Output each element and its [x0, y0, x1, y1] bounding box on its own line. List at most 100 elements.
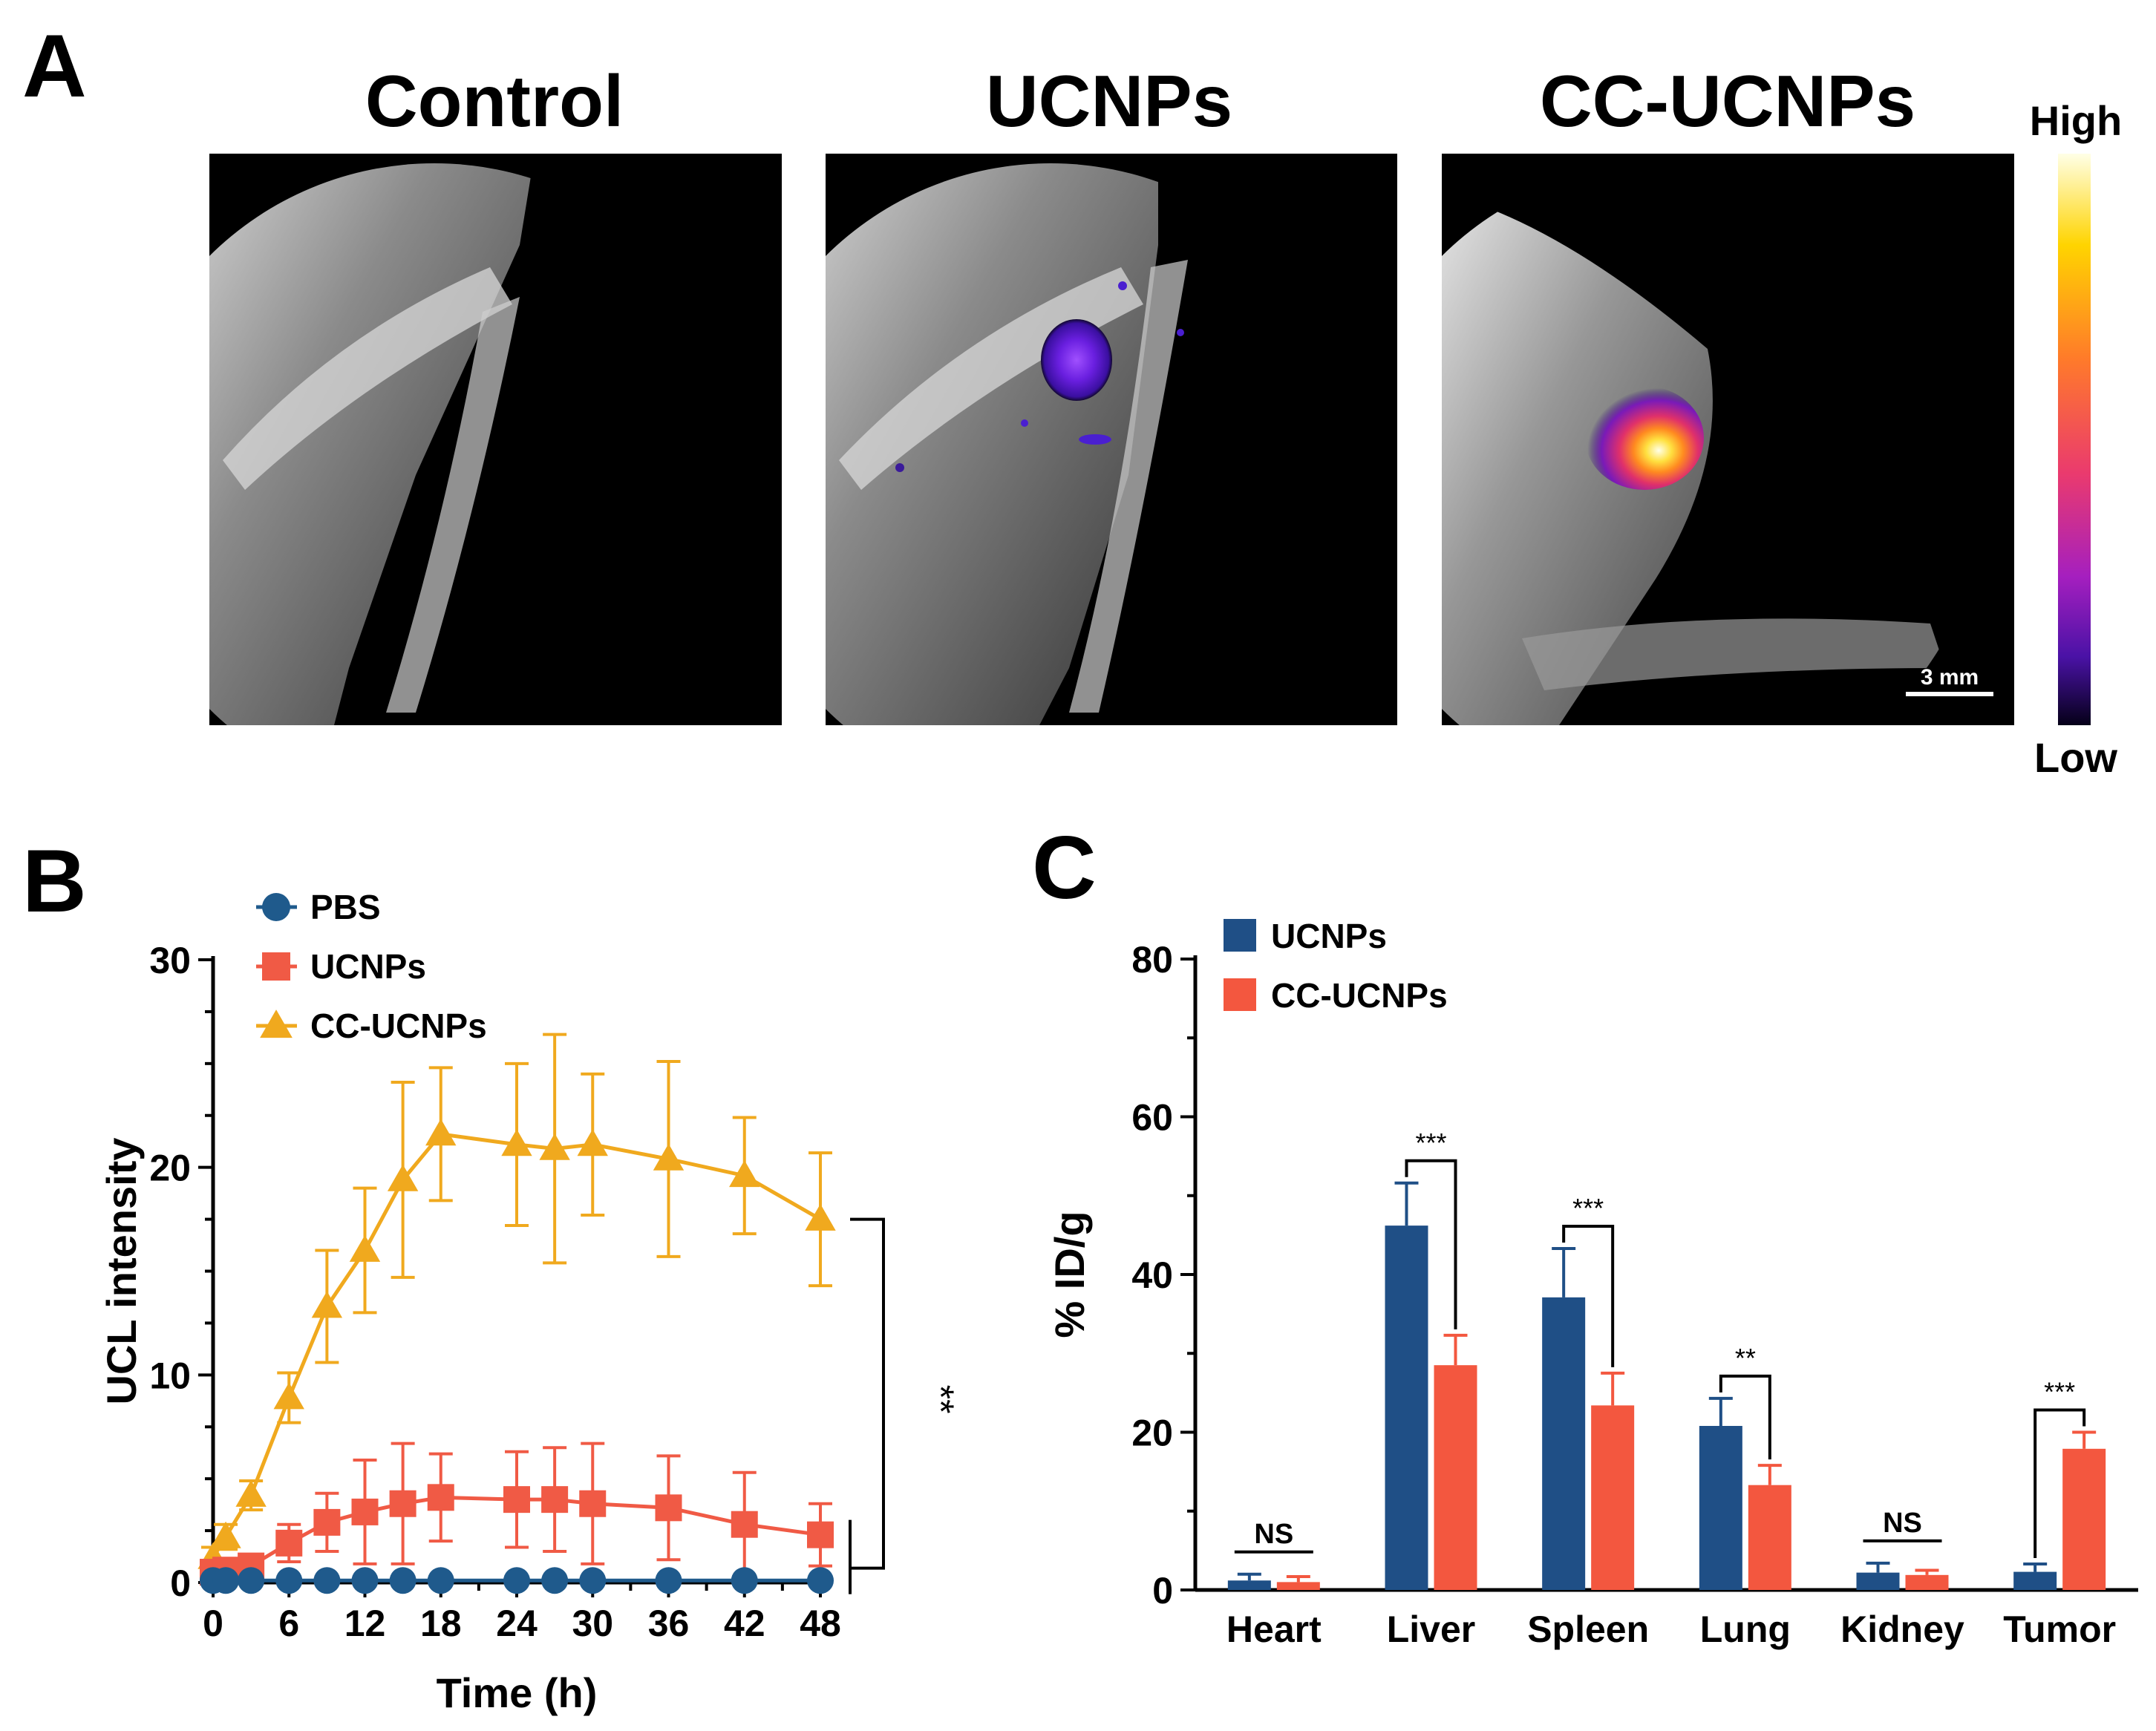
panel-title-control: Control — [365, 60, 624, 142]
data-point — [579, 1567, 607, 1594]
data-point — [503, 1567, 530, 1594]
bar — [2062, 1448, 2106, 1590]
data-point — [311, 1291, 343, 1318]
data-point — [275, 1567, 303, 1594]
significance-bracket — [850, 1217, 885, 1570]
legend-label: PBS — [310, 888, 381, 926]
category-group-kidney: NS Kidney — [1840, 1508, 1964, 1650]
series-cc-ucnps — [197, 1033, 836, 1570]
xray-image-ucnps — [826, 154, 1397, 725]
significance-bracket — [1562, 1224, 1615, 1367]
panel-b-letter: B — [22, 831, 87, 931]
panel-title-ucnps: UCNPs — [986, 60, 1232, 142]
colorbar — [2058, 154, 2091, 725]
significance-bracket — [1405, 1159, 1457, 1329]
data-point — [579, 1490, 607, 1517]
legend-label: UCNPs — [310, 947, 426, 986]
scale-bar-label: 3 mm — [1921, 665, 1979, 690]
data-point — [539, 1133, 570, 1160]
data-point — [655, 1494, 682, 1522]
bar — [1699, 1426, 1742, 1590]
significance-label: ** — [920, 1385, 961, 1414]
x-tick-label: Heart — [1226, 1609, 1322, 1650]
category-group-tumor: *** Tumor — [2003, 1377, 2116, 1651]
significance-bracket — [1719, 1374, 1771, 1460]
data-point — [425, 1119, 457, 1146]
x-tick-label: Liver — [1387, 1609, 1476, 1650]
cc-ucnps-signal-spot — [1585, 386, 1704, 490]
data-point — [313, 1567, 341, 1594]
legend: PBS UCNPs CC-UCNPs — [256, 888, 487, 1045]
colorbar-low-label: Low — [2034, 734, 2117, 781]
data-point — [389, 1567, 416, 1594]
category-group-liver: *** Liver — [1385, 1128, 1477, 1650]
x-tick-label: 18 — [420, 1603, 462, 1644]
y-tick-label: 20 — [149, 1148, 191, 1189]
category-group-lung: ** Lung — [1699, 1343, 1791, 1650]
y-tick-label: 20 — [1131, 1413, 1173, 1454]
bar-chart-biodistribution: 0 20 40 60 80 % ID/g NS Heart *** Liver *** Spleen *… — [1046, 917, 2138, 1650]
data-point — [212, 1567, 240, 1594]
y-tick-label: 60 — [1131, 1097, 1173, 1139]
data-point — [273, 1382, 304, 1410]
x-tick-label: 24 — [496, 1603, 538, 1644]
legend: UCNPs CC-UCNPs — [1224, 917, 1448, 1015]
y-tick-label: 80 — [1131, 939, 1173, 981]
data-point — [275, 1529, 303, 1557]
significance-label: *** — [2044, 1377, 2075, 1407]
data-point — [541, 1567, 569, 1594]
y-axis-title: % ID/g — [1046, 1211, 1093, 1338]
bar — [2013, 1571, 2057, 1590]
significance-label: *** — [1572, 1193, 1604, 1223]
bar — [1748, 1485, 1791, 1590]
bar — [1856, 1572, 1900, 1590]
ucnps-signal-spot — [1041, 319, 1112, 401]
category-group-heart: NS Heart — [1226, 1519, 1322, 1650]
x-tick-label: Kidney — [1840, 1609, 1964, 1650]
data-point — [313, 1508, 341, 1536]
x-axis-title: Time (h) — [437, 1669, 598, 1716]
significance-bracket — [2034, 1408, 2086, 1558]
x-tick-label: 30 — [572, 1603, 613, 1644]
data-point — [427, 1484, 454, 1511]
y-tick-label: 0 — [1152, 1570, 1173, 1611]
bar — [1542, 1297, 1586, 1590]
significance-label: NS — [1254, 1519, 1293, 1550]
y-tick-label: 10 — [149, 1355, 191, 1396]
panel-title-cc-ucnps: CC-UCNPs — [1540, 60, 1915, 142]
y-tick-label: 40 — [1131, 1254, 1173, 1296]
data-point — [387, 1164, 419, 1191]
legend-marker — [260, 1010, 293, 1038]
x-tick-label: 6 — [278, 1603, 299, 1644]
x-tick-label: 36 — [648, 1603, 690, 1644]
significance-label: *** — [1415, 1128, 1446, 1158]
legend-label: CC-UCNPs — [1271, 976, 1448, 1015]
series-ucnps — [200, 1442, 834, 1586]
data-point — [238, 1567, 265, 1594]
x-tick-label: 42 — [724, 1603, 765, 1644]
colorbar-high-label: High — [2030, 97, 2122, 144]
bar — [1276, 1582, 1320, 1590]
bar — [1227, 1580, 1271, 1590]
data-point — [807, 1567, 834, 1594]
legend-label: UCNPs — [1271, 917, 1387, 955]
legend-swatch — [1224, 978, 1256, 1011]
x-tick-label: 12 — [344, 1603, 386, 1644]
legend-marker — [262, 893, 290, 921]
y-tick-label: 30 — [149, 940, 191, 981]
significance-label: NS — [1883, 1508, 1922, 1539]
legend-label: CC-UCNPs — [310, 1007, 487, 1045]
x-tick-label: Spleen — [1527, 1609, 1649, 1650]
series-line — [211, 1132, 822, 1559]
data-point — [731, 1567, 758, 1594]
data-point — [351, 1567, 379, 1594]
scale-bar — [1906, 692, 1993, 696]
data-point — [427, 1567, 454, 1594]
x-tick-label: Lung — [1700, 1609, 1791, 1650]
data-point — [503, 1486, 530, 1514]
data-point — [389, 1490, 416, 1517]
bar — [1905, 1574, 1949, 1590]
data-point — [351, 1498, 379, 1525]
legend-swatch — [1224, 919, 1256, 952]
series-pbs — [200, 1567, 834, 1594]
